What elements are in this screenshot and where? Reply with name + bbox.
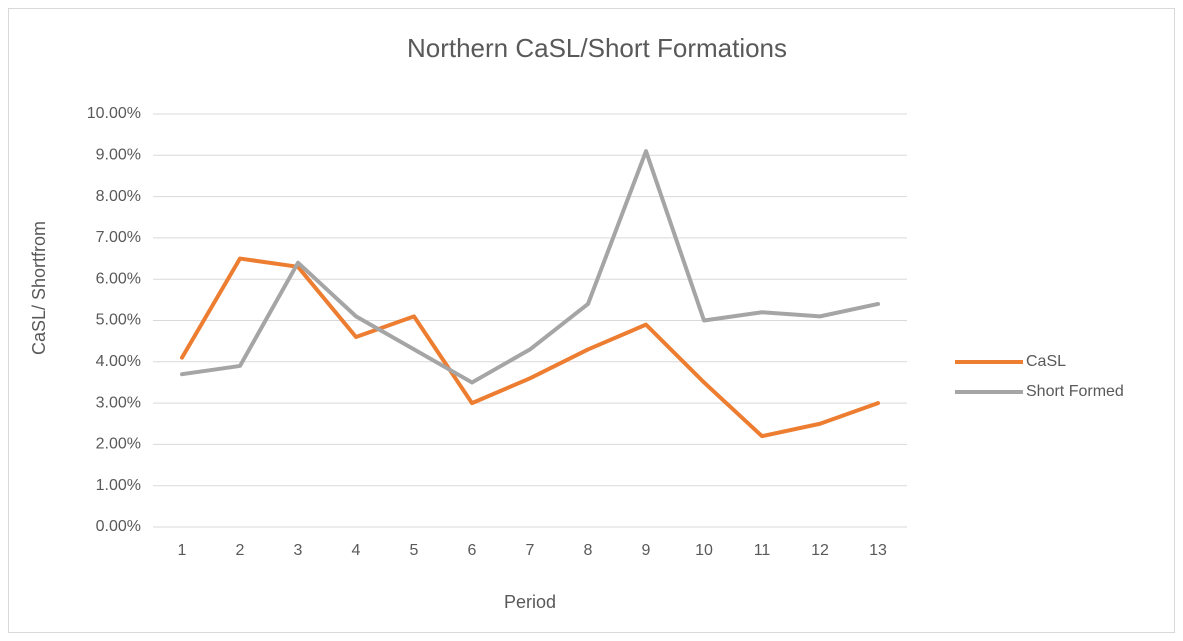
- y-tick-label: 1.00%: [96, 477, 141, 494]
- x-axis-label: Period: [504, 592, 556, 612]
- y-tick-label: 2.00%: [96, 436, 141, 453]
- x-tick-label: 8: [584, 542, 593, 559]
- y-tick-label: 8.00%: [96, 188, 141, 205]
- x-tick-label: 9: [642, 542, 651, 559]
- x-tick-label: 3: [294, 542, 303, 559]
- y-tick-label: 7.00%: [96, 229, 141, 246]
- x-tick-label: 12: [811, 542, 829, 559]
- y-tick-label: 9.00%: [96, 147, 141, 164]
- x-tick-label: 7: [526, 542, 535, 559]
- x-tick-label: 1: [178, 542, 187, 559]
- legend-label: Short Formed: [1026, 383, 1124, 400]
- y-axis-label: CaSL/ Shortfrom: [29, 221, 49, 355]
- x-tick-label: 11: [754, 542, 771, 559]
- x-tick-label: 6: [468, 542, 477, 559]
- y-tick-label: 3.00%: [96, 394, 141, 411]
- x-tick-label: 5: [410, 542, 419, 559]
- x-tick-label: 2: [236, 542, 245, 559]
- y-tick-label: 6.00%: [96, 270, 141, 287]
- x-tick-label: 10: [695, 542, 713, 559]
- y-tick-label: 5.00%: [96, 312, 141, 329]
- x-tick-label: 4: [352, 542, 361, 559]
- y-tick-label: 0.00%: [96, 518, 141, 535]
- chart-title: Northern CaSL/Short Formations: [407, 33, 787, 63]
- x-tick-label: 13: [869, 542, 887, 559]
- y-tick-label: 4.00%: [96, 353, 141, 370]
- line-series: [180, 149, 880, 385]
- line-series: [180, 256, 880, 439]
- y-tick-label: 10.00%: [87, 105, 141, 122]
- legend-label: CaSL: [1026, 353, 1066, 370]
